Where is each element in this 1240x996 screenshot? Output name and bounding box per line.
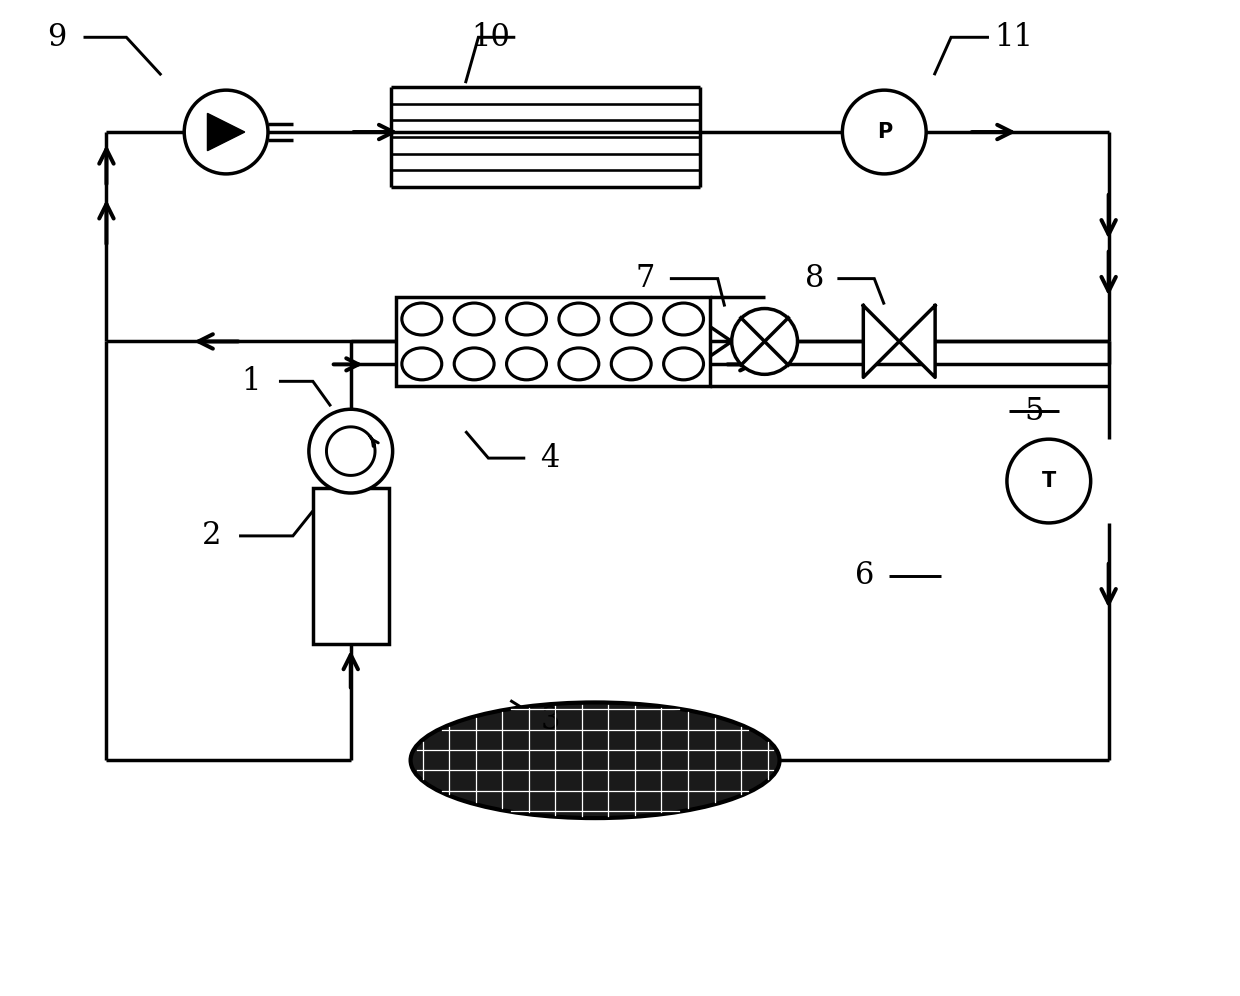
Text: 1: 1	[242, 366, 260, 396]
Circle shape	[309, 409, 393, 493]
Ellipse shape	[410, 702, 780, 818]
Text: 11: 11	[994, 22, 1033, 53]
Text: P: P	[877, 123, 892, 142]
Bar	[312, 488, 388, 643]
Text: T: T	[1042, 471, 1056, 491]
Text: 10: 10	[471, 22, 510, 53]
Text: 3: 3	[541, 705, 560, 736]
Text: 2: 2	[201, 520, 221, 552]
Text: 8: 8	[805, 263, 825, 294]
Bar	[396, 297, 709, 386]
Circle shape	[842, 91, 926, 174]
Circle shape	[185, 91, 268, 174]
Text: 5: 5	[1024, 395, 1044, 426]
Text: 7: 7	[635, 263, 655, 294]
Text: 9: 9	[47, 22, 66, 53]
Text: 4: 4	[541, 442, 559, 474]
Circle shape	[1007, 439, 1091, 523]
Polygon shape	[207, 114, 244, 150]
Polygon shape	[899, 306, 935, 377]
Circle shape	[732, 309, 797, 374]
Text: 6: 6	[854, 561, 874, 592]
Polygon shape	[863, 306, 899, 377]
